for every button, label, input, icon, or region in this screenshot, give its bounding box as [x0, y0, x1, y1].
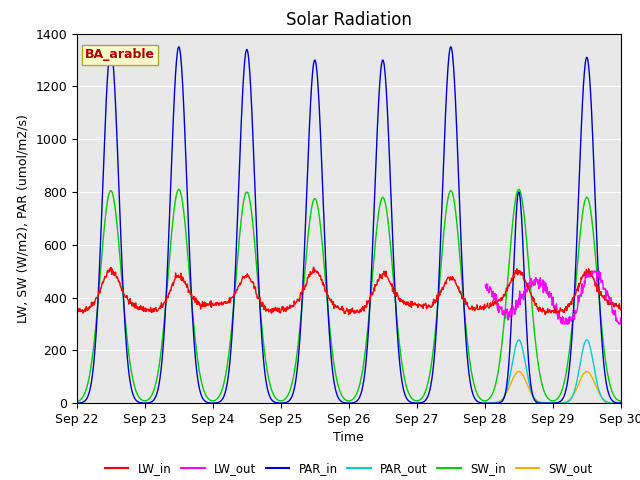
SW_out — [617, 400, 625, 406]
LW_in — [556, 310, 563, 315]
LW_out — [497, 307, 505, 312]
SW_in — [157, 346, 165, 351]
SW_out — [554, 400, 562, 406]
LW_in — [310, 264, 317, 270]
PAR_in — [498, 399, 506, 405]
SW_in — [498, 343, 506, 349]
SW_out — [555, 400, 563, 406]
SW_in — [555, 395, 563, 400]
Line: SW_out: SW_out — [485, 372, 621, 403]
X-axis label: Time: Time — [333, 432, 364, 444]
SW_in — [617, 398, 625, 404]
SW_in — [404, 389, 412, 395]
PAR_in — [157, 364, 165, 370]
LW_in — [617, 307, 625, 313]
Title: Solar Radiation: Solar Radiation — [286, 11, 412, 29]
PAR_out — [497, 398, 505, 404]
SW_in — [555, 394, 563, 400]
LW_out — [554, 316, 562, 322]
PAR_in — [175, 44, 183, 50]
SW_in — [175, 187, 183, 192]
Line: PAR_in: PAR_in — [77, 47, 621, 403]
LW_in — [73, 308, 81, 313]
LW_out — [555, 312, 563, 317]
PAR_in — [556, 399, 563, 405]
LW_in — [157, 300, 165, 306]
PAR_in — [73, 400, 81, 406]
LW_in — [345, 312, 353, 318]
SW_out — [497, 397, 505, 403]
Text: BA_arable: BA_arable — [85, 48, 155, 61]
PAR_out — [555, 400, 563, 406]
PAR_in — [617, 400, 625, 406]
PAR_in — [404, 397, 412, 403]
PAR_out — [617, 400, 625, 406]
PAR_in — [132, 398, 140, 404]
Y-axis label: LW, SW (W/m2), PAR (umol/m2/s): LW, SW (W/m2), PAR (umol/m2/s) — [17, 114, 29, 323]
LW_in — [404, 302, 412, 308]
LW_in — [499, 295, 506, 300]
Legend: LW_in, LW_out, PAR_in, PAR_out, SW_in, SW_out: LW_in, LW_out, PAR_in, PAR_out, SW_in, S… — [100, 457, 598, 480]
LW_out — [617, 315, 625, 321]
SW_in — [73, 399, 81, 405]
PAR_in — [542, 400, 550, 406]
Line: PAR_out: PAR_out — [485, 340, 621, 403]
Line: LW_out: LW_out — [485, 271, 621, 324]
PAR_out — [554, 400, 562, 406]
LW_in — [555, 308, 563, 314]
PAR_in — [555, 399, 563, 405]
Line: LW_in: LW_in — [77, 267, 621, 315]
LW_in — [132, 305, 140, 311]
SW_in — [132, 389, 140, 395]
Line: SW_in: SW_in — [77, 190, 621, 402]
